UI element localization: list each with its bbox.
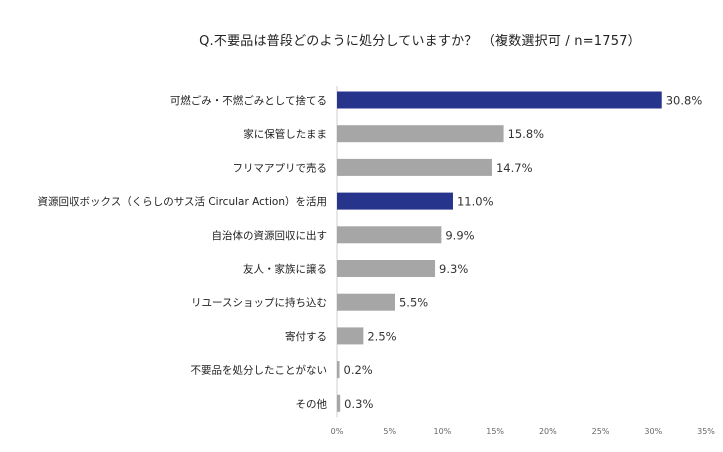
x-tick-label: 15% — [486, 427, 504, 436]
bar — [337, 327, 364, 345]
chart-title: Q.不要品は普段どのように処分していますか？ （複数選択可 / n=1757） — [199, 34, 641, 49]
bar — [337, 260, 436, 277]
data-label: 2.5% — [367, 329, 396, 343]
x-tick-label: 35% — [697, 427, 715, 436]
bar — [337, 394, 341, 412]
data-label: 0.3% — [344, 397, 373, 411]
data-label: 14.7% — [496, 161, 533, 175]
bar — [337, 361, 340, 379]
bar — [337, 192, 453, 210]
category-label: フリマアプリで売る — [233, 161, 328, 174]
bar — [337, 91, 662, 109]
data-label: 5.5% — [399, 296, 428, 310]
category-label: 寄付する — [285, 330, 327, 343]
category-label: リユースショップに持ち込む — [191, 296, 327, 309]
x-tick-label: 0% — [331, 427, 344, 436]
x-tick-label: 10% — [434, 427, 452, 436]
category-label: 家に保管したまま — [243, 128, 327, 141]
x-tick-label: 20% — [539, 427, 557, 436]
bar — [337, 125, 504, 143]
bar — [337, 226, 442, 244]
category-label: 友人・家族に譲る — [243, 263, 327, 276]
category-label: 可燃ごみ・不燃ごみとして捨てる — [170, 94, 327, 107]
category-label: 資源回収ボックス（くらしのサス活 Circular Action）を活用 — [38, 195, 327, 208]
data-label: 9.9% — [445, 228, 474, 242]
data-label: 0.2% — [344, 363, 373, 377]
x-tick-label: 30% — [644, 427, 662, 436]
category-label: 不要品を処分したことがない — [191, 364, 328, 377]
x-tick-label: 5% — [383, 427, 396, 436]
x-tick-label: 25% — [592, 427, 610, 436]
bar — [337, 293, 395, 311]
bar — [337, 158, 492, 176]
data-label: 30.8% — [666, 94, 703, 108]
category-label: その他 — [296, 397, 328, 410]
data-label: 11.0% — [457, 195, 494, 209]
data-label: 9.3% — [439, 262, 468, 276]
data-label: 15.8% — [508, 127, 545, 141]
category-label: 自治体の資源回収に出す — [212, 229, 328, 242]
